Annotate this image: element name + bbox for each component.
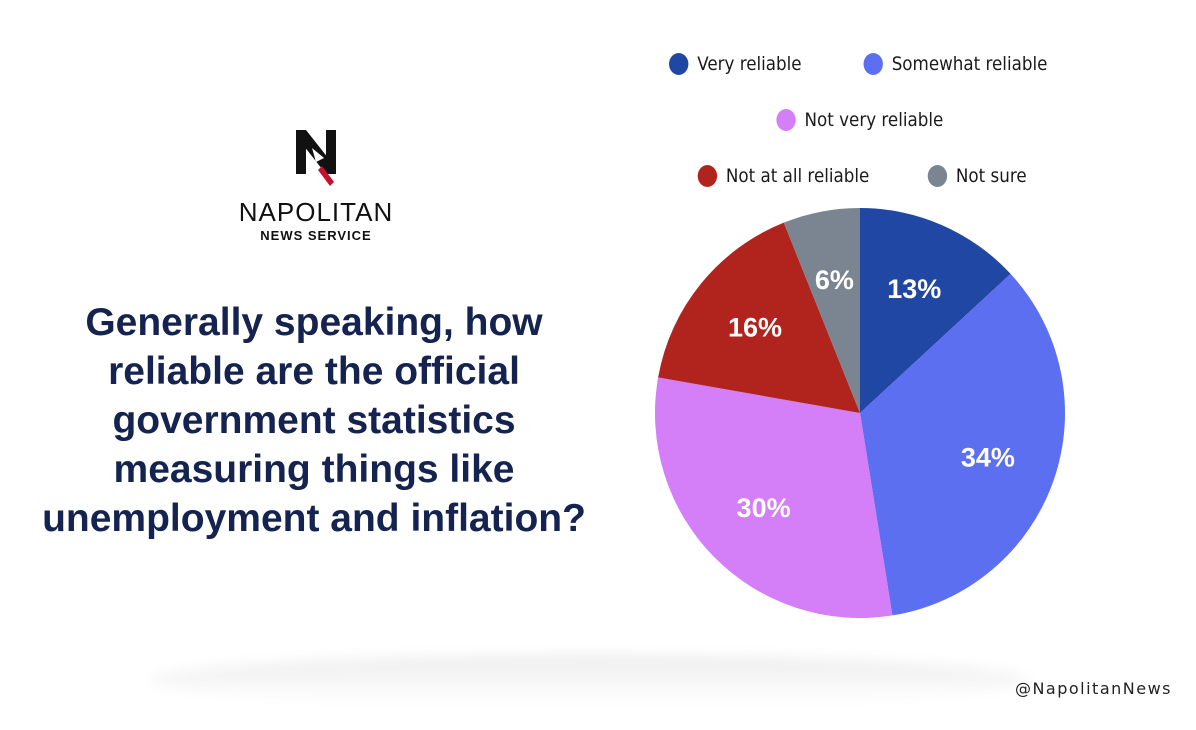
legend-swatch — [776, 109, 796, 131]
pie-slice-label: 30% — [737, 493, 791, 523]
legend-swatch — [698, 165, 718, 187]
chart-legend: Very reliable Somewhat reliable Not very… — [620, 36, 1100, 204]
pie-slice-not-at-all-reliable — [658, 222, 860, 413]
legend-label: Somewhat reliable — [891, 53, 1048, 75]
pie-slice-not-sure — [783, 208, 860, 413]
legend-swatch — [928, 165, 948, 187]
pie-slice-not-very-reliable — [654, 377, 893, 618]
social-handle: @NapolitanNews — [1014, 679, 1172, 698]
legend-label: Not at all reliable — [726, 165, 870, 187]
logo-subtitle: NEWS SERVICE — [260, 228, 372, 243]
legend-row: Not at all reliable Not sure — [620, 148, 1100, 204]
logo-name: NAPOLITAN — [238, 197, 394, 227]
pie-slice-label: 13% — [887, 274, 941, 304]
legend-item-not-sure: Not sure — [928, 165, 1027, 187]
legend-item-very-reliable: Very reliable — [669, 53, 802, 75]
survey-question: Generally speaking, how reliable are the… — [42, 301, 586, 540]
napolitan-n-icon — [296, 130, 336, 186]
legend-label: Very reliable — [697, 53, 802, 75]
legend-item-not-very-reliable: Not very reliable — [776, 109, 944, 131]
legend-row: Not very reliable — [620, 92, 1100, 148]
pie-slice-very-reliable — [860, 208, 1011, 413]
legend-swatch — [863, 53, 883, 75]
legend-label: Not sure — [956, 165, 1027, 187]
card-shadow — [150, 655, 1030, 705]
pie-slice-label: 34% — [961, 442, 1015, 472]
pie-chart: 13% 34% 30% 16% 6% — [654, 208, 1065, 618]
pie-slice-label: 16% — [728, 313, 782, 343]
pie-slice-label: 6% — [815, 265, 854, 295]
legend-item-somewhat-reliable: Somewhat reliable — [863, 53, 1047, 75]
legend-item-not-at-all-reliable: Not at all reliable — [698, 165, 870, 187]
legend-label: Not very reliable — [804, 109, 944, 131]
legend-swatch — [669, 53, 689, 75]
legend-row: Very reliable Somewhat reliable — [620, 36, 1100, 92]
napolitan-logo: NAPOLITAN NEWS SERVICE — [226, 128, 406, 243]
pie-slice-somewhat-reliable — [860, 273, 1065, 616]
